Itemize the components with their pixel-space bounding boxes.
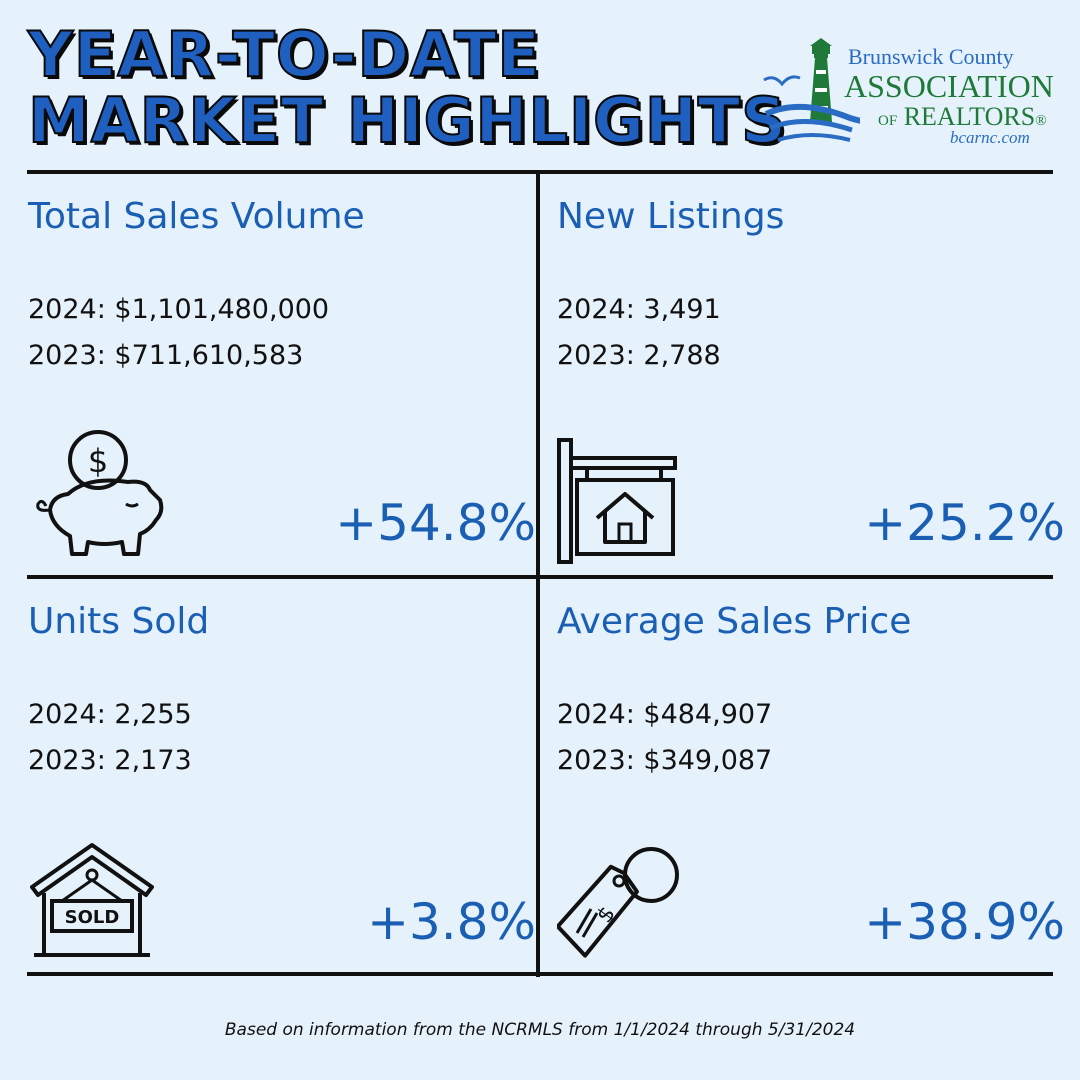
logo-realtors: OF REALTORS® [878, 102, 1047, 132]
piggy-bank-icon: $ [36, 430, 164, 556]
value-2024: 2024: $1,101,480,000 [28, 294, 330, 325]
grid-line-middle [27, 575, 1053, 579]
value-2023: 2023: 2,173 [28, 745, 192, 776]
grid-line-top [27, 170, 1053, 174]
grid-line-vertical [536, 172, 540, 977]
listing-sign-icon [557, 438, 677, 564]
change-percent: +54.8% [335, 494, 536, 552]
lighthouse-waves-icon [763, 38, 860, 142]
sold-house-icon: SOLD [30, 843, 154, 957]
logo-of: OF [878, 113, 898, 129]
total-sales-volume-card: Total Sales Volume 2024: $1,101,480,000 … [28, 174, 536, 574]
value-2023: 2023: $349,087 [557, 745, 773, 776]
logo-realtors-word: REALTORS [903, 102, 1036, 131]
change-percent: +3.8% [367, 893, 536, 951]
change-percent: +25.2% [864, 494, 1065, 552]
card-heading: Units Sold [28, 601, 210, 642]
association-logo: Brunswick County ASSOCIATION OF REALTORS… [760, 36, 1060, 148]
logo-county: Brunswick County [848, 44, 1014, 69]
svg-text:$: $ [88, 442, 108, 480]
sold-sign-text: SOLD [65, 907, 120, 928]
value-2023: 2023: 2,788 [557, 340, 721, 371]
card-heading: Total Sales Volume [28, 196, 365, 237]
value-2024: 2024: 3,491 [557, 294, 721, 325]
title-line-2: MARKET HIGHLIGHTS [27, 84, 787, 157]
new-listings-card: New Listings 2024: 3,491 2023: 2,788 +25… [557, 174, 1065, 574]
change-percent: +38.9% [864, 893, 1065, 951]
card-heading: Average Sales Price [557, 601, 912, 642]
grid-line-bottom [27, 972, 1053, 976]
logo-association: ASSOCIATION [844, 68, 1054, 104]
units-sold-card: Units Sold 2024: 2,255 2023: 2,173 SOLD … [28, 579, 536, 979]
value-2024: 2024: 2,255 [28, 699, 192, 730]
source-footnote: Based on information from the NCRMLS fro… [224, 1020, 856, 1040]
average-sales-price-card: Average Sales Price 2024: $484,907 2023:… [557, 579, 1065, 979]
card-heading: New Listings [557, 196, 785, 237]
value-2024: 2024: $484,907 [557, 699, 773, 730]
page-title: YEAR-TO-DATE MARKET HIGHLIGHTS [27, 18, 787, 157]
logo-registered: ® [1035, 113, 1047, 129]
value-2023: 2023: $711,610,583 [28, 340, 304, 371]
title-line-1: YEAR-TO-DATE [27, 18, 541, 91]
logo-website: bcarnc.com [950, 128, 1030, 147]
price-tag-icon: $ [557, 847, 679, 958]
svg-text:$: $ [592, 902, 621, 928]
